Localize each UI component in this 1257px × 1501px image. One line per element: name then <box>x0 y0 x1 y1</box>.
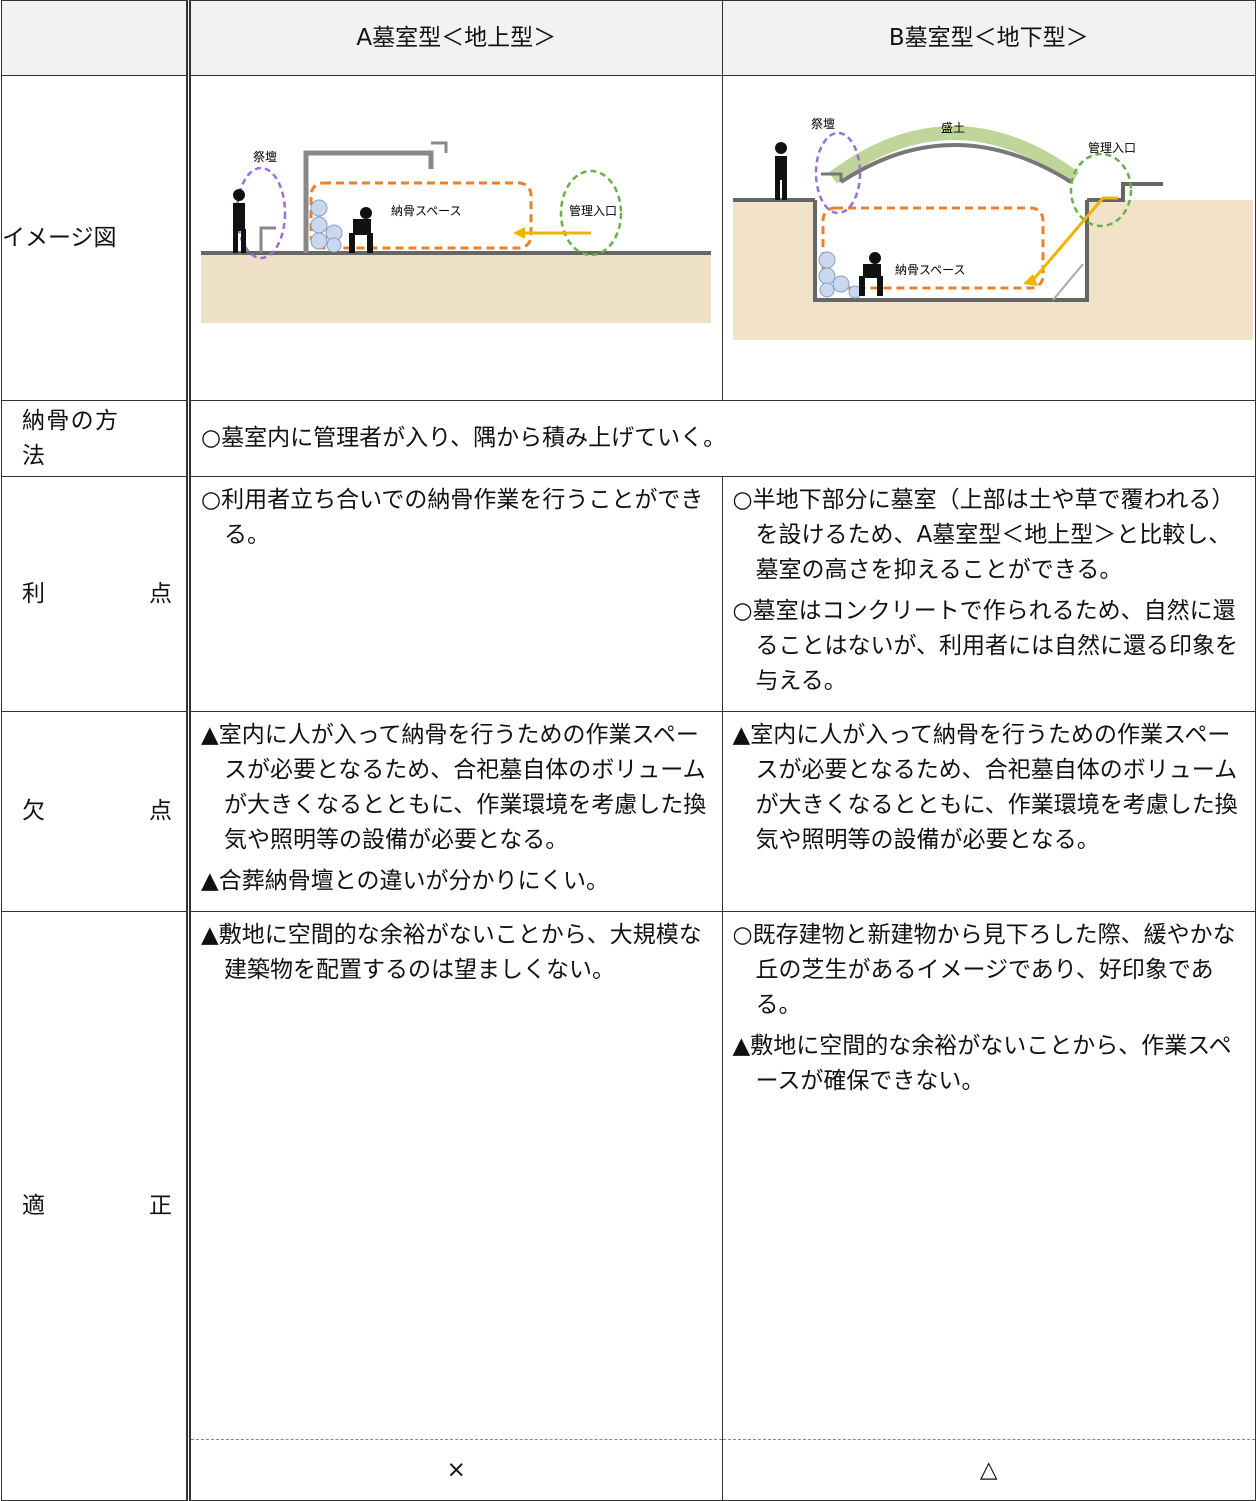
diagram-label: 祭壇 <box>253 149 277 164</box>
list-item: ○利用者立ち合いでの納骨作業を行うことができる。 <box>201 483 712 553</box>
list-item: ▲敷地に空間的な余裕がないことから、作業スペースが確保できない。 <box>733 1029 1246 1099</box>
method-text: ○墓室内に管理者が入り、隅から積み上げていく。 <box>189 401 1256 477</box>
cell: ○半地下部分に墓室（上部は土や草で覆われる）を設けるため、A墓室型＜地上型＞と比… <box>722 477 1256 712</box>
diagram-label: 盛土 <box>941 120 965 135</box>
list-item: ▲室内に人が入って納骨を行うための作業スペースが必要となるため、合祀墓自体のボリ… <box>733 718 1246 858</box>
row: 利点 ○利用者立ち合いでの納骨作業を行うことができる。 ○半地下部分に墓室（上部… <box>2 477 1256 712</box>
page: A墓室型＜地上型＞ B墓室型＜地下型＞ イメージ図 祭壇 納骨スペース <box>0 0 1257 1390</box>
row-label-text: 納骨の方法 <box>22 404 118 474</box>
list-item: ○墓室はコンクリートで作られるため、自然に還ることはないが、利用者には自然に還る… <box>733 594 1246 699</box>
diagram-label: 祭壇 <box>811 116 835 131</box>
list-item: ○半地下部分に墓室（上部は土や草で覆われる）を設けるため、A墓室型＜地上型＞と比… <box>733 483 1246 588</box>
row-label: 欠点 <box>2 712 189 912</box>
diagram-label: 納骨スペース <box>391 204 462 218</box>
header-row: A墓室型＜地上型＞ B墓室型＜地下型＞ <box>2 1 1256 76</box>
row-label: 納骨の方法 <box>2 401 189 477</box>
cell: ▲室内に人が入って納骨を行うための作業スペースが必要となるため、合祀墓自体のボリ… <box>189 712 723 912</box>
verdict-row: × △ <box>2 1440 1256 1501</box>
cell: ○既存建物と新建物から見下ろした際、緩やかな丘の芝生があるイメージであり、好印象… <box>722 912 1256 1440</box>
diagram-label: 納骨スペース <box>895 263 966 277</box>
list-item: ▲敷地に空間的な余裕がないことから、大規模な建築物を配置するのは望ましくない。 <box>201 918 712 988</box>
cell: ▲敷地に空間的な余裕がないことから、大規模な建築物を配置するのは望ましくない。 <box>189 912 723 1440</box>
diagram-label: 管理入口 <box>1088 140 1136 155</box>
diagram-cell: 祭壇 盛土 管理入口 納骨スペース <box>722 76 1256 401</box>
list-item: ○既存建物と新建物から見下ろした際、緩やかな丘の芝生があるイメージであり、好印象… <box>733 918 1246 1023</box>
row-label: 適正 <box>2 912 189 1501</box>
diagram-cell: 祭壇 納骨スペース 管理入口 <box>189 76 723 401</box>
row: 適正 ▲敷地に空間的な余裕がないことから、大規模な建築物を配置するのは望ましくな… <box>2 912 1256 1440</box>
row: 欠点 ▲室内に人が入って納骨を行うための作業スペースが必要となるため、合祀墓自体… <box>2 712 1256 912</box>
cell: ○利用者立ち合いでの納骨作業を行うことができる。 <box>189 477 723 712</box>
diagram-a: 祭壇 納骨スペース 管理入口 <box>191 123 721 343</box>
list-item: ▲室内に人が入って納骨を行うための作業スペースが必要となるため、合祀墓自体のボリ… <box>201 718 712 858</box>
cell: ▲室内に人が入って納骨を行うための作業スペースが必要となるため、合祀墓自体のボリ… <box>722 712 1256 912</box>
diagram-label: 管理入口 <box>569 203 617 218</box>
list-item: ▲合葬納骨壇との違いが分かりにくい。 <box>201 864 712 899</box>
column-header: A墓室型＜地上型＞ <box>189 1 723 76</box>
verdict: △ <box>722 1440 1256 1501</box>
column-header: B墓室型＜地下型＞ <box>722 1 1256 76</box>
diagram-b: 祭壇 盛土 管理入口 納骨スペース <box>723 108 1257 358</box>
row-label: 利点 <box>2 477 189 712</box>
image-row: イメージ図 祭壇 納骨スペース 管理入口 <box>2 76 1256 401</box>
row-label: イメージ図 <box>2 76 189 401</box>
verdict: × <box>189 1440 723 1501</box>
method-row: 納骨の方法 ○墓室内に管理者が入り、隅から積み上げていく。 <box>2 401 1256 477</box>
corner-cell <box>2 1 189 76</box>
